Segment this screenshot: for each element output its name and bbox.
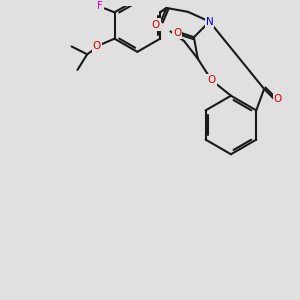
Text: O: O [274, 94, 282, 104]
Text: F: F [97, 2, 103, 11]
Text: O: O [173, 28, 182, 38]
Text: O: O [152, 20, 160, 29]
Text: N: N [206, 16, 213, 27]
Text: O: O [93, 40, 101, 50]
Text: O: O [207, 75, 216, 85]
